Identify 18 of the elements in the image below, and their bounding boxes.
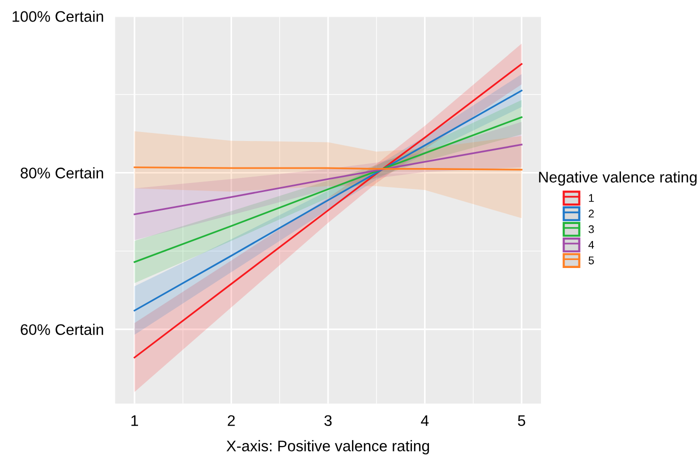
x-axis-title: X-axis: Positive valence rating xyxy=(226,440,429,454)
line-series xyxy=(134,144,522,216)
legend-label: 5 xyxy=(588,256,594,264)
legend-label: 1 xyxy=(589,194,594,202)
legend-label: 3 xyxy=(588,225,594,234)
legend-label: 4 xyxy=(588,240,594,249)
y-tick-label: 100% Certain xyxy=(12,10,104,22)
legend-title: Negative valence rating xyxy=(539,171,697,186)
x-tick-label: 3 xyxy=(324,415,332,426)
x-tick-label: 4 xyxy=(420,415,429,426)
x-tick-label: 2 xyxy=(228,415,235,426)
x-tick-label: 5 xyxy=(518,415,526,426)
y-tick-label: 80% Certain xyxy=(20,167,104,178)
x-tick-label: 1 xyxy=(131,415,138,426)
legend-label: 2 xyxy=(588,210,594,218)
line-series xyxy=(134,116,522,263)
y-tick-label: 60% Certain xyxy=(20,324,104,336)
line-series xyxy=(134,90,522,312)
